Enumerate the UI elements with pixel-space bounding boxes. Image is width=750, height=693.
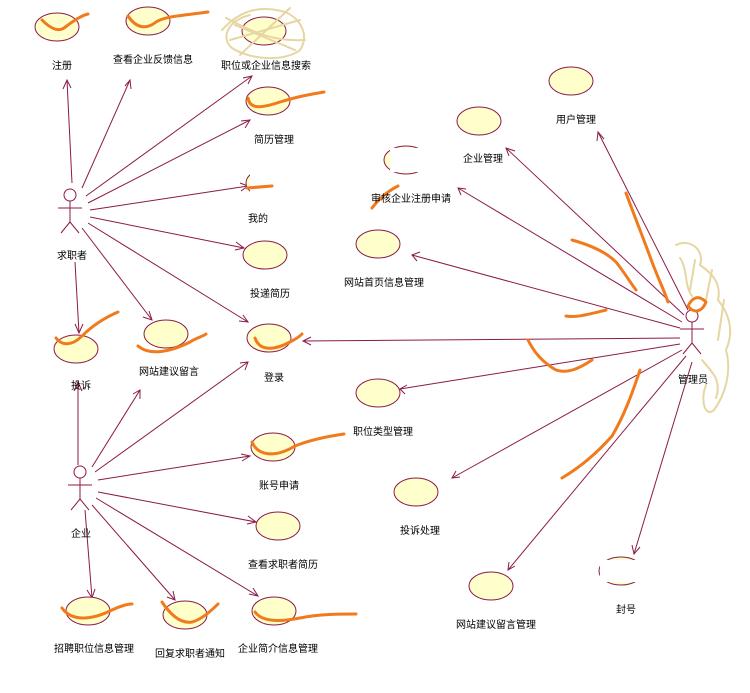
uc-complaint-handle-shape bbox=[393, 477, 439, 507]
uc-view-resume-label: 查看求职者简历 bbox=[248, 558, 318, 571]
uc-register-label: 注册 bbox=[52, 59, 72, 72]
actor-company-figure bbox=[68, 465, 92, 511]
uc-reply-notice-label: 回复求职者通知 bbox=[155, 647, 225, 660]
uc-company-mgmt-label: 企业管理 bbox=[463, 152, 503, 165]
actor-admin-figure bbox=[680, 309, 704, 355]
uc-job-search-label: 职位或企业信息搜索 bbox=[221, 59, 311, 72]
uc-account-apply-label: 账号申请 bbox=[259, 479, 299, 492]
uc-register-shape bbox=[34, 12, 80, 42]
uc-complaint-label: 投诉 bbox=[71, 379, 91, 392]
uc-site-advice-shape bbox=[143, 319, 189, 349]
uc-login-label: 登录 bbox=[264, 371, 284, 384]
actor-job-seeker-figure bbox=[58, 188, 82, 234]
uc-homepage-mgmt-label: 网站首页信息管理 bbox=[344, 276, 424, 289]
use-case-shapes bbox=[34, 6, 644, 630]
uc-account-apply-shape bbox=[250, 432, 296, 462]
uc-user-mgmt-label: 用户管理 bbox=[556, 113, 596, 126]
uc-view-feedback-label: 查看企业反馈信息 bbox=[113, 53, 193, 66]
uc-job-type-mgmt-shape bbox=[355, 378, 401, 408]
uc-complaint-handle-label: 投诉处理 bbox=[400, 524, 440, 537]
uc-complaint-shape bbox=[53, 334, 99, 364]
uc-ban-label: 封号 bbox=[616, 603, 636, 616]
uc-deliver-resume-label: 投递简历 bbox=[250, 287, 290, 300]
uc-view-resume-shape bbox=[255, 511, 301, 541]
uc-job-info-mgmt-label: 招聘职位信息管理 bbox=[54, 642, 134, 655]
actor-company-label: 企业 bbox=[71, 527, 91, 540]
uc-job-type-mgmt-label: 职位类型管理 bbox=[353, 425, 413, 438]
associations bbox=[66, 75, 693, 601]
uc-site-advice-label: 网站建议留言 bbox=[139, 365, 199, 378]
uc-reply-notice-shape bbox=[162, 600, 208, 630]
beige-scribbles bbox=[221, 7, 732, 413]
uc-resume-mgmt-label: 简历管理 bbox=[254, 133, 294, 146]
use-case-labels: 注册 查看企业反馈信息 职位或企业信息搜索 简历管理 我的 投递简历 投诉 网站… bbox=[52, 53, 636, 660]
uc-my-info-label: 我的 bbox=[248, 212, 268, 225]
actor-admin-label: 管理员 bbox=[678, 373, 708, 386]
orange-scribbles bbox=[40, 10, 708, 624]
uc-company-intro-label: 企业简介信息管理 bbox=[238, 642, 318, 655]
actor-labels: 求职者 企业 管理员 bbox=[57, 250, 708, 540]
uc-company-mgmt-shape bbox=[456, 106, 502, 136]
uc-audit-register-label: 审核企业注册申请 bbox=[371, 192, 451, 205]
uc-advice-mgmt-shape bbox=[468, 571, 514, 601]
uc-homepage-mgmt-shape bbox=[355, 229, 401, 259]
uc-deliver-resume-shape bbox=[242, 240, 288, 270]
uc-view-feedback-shape bbox=[125, 6, 171, 36]
uc-advice-mgmt-label: 网站建议留言管理 bbox=[456, 618, 536, 631]
actor-job-seeker-label: 求职者 bbox=[57, 250, 87, 262]
uc-user-mgmt-shape bbox=[548, 66, 594, 96]
uc-job-info-mgmt-shape bbox=[65, 596, 111, 626]
